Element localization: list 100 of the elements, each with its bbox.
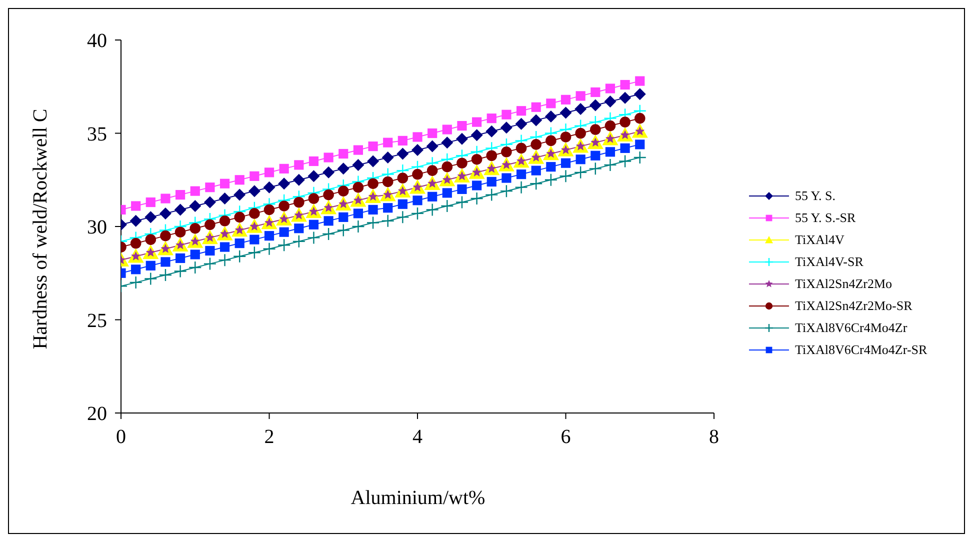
- point: [336, 224, 350, 237]
- point: [278, 178, 290, 190]
- legend-label: 55 Y. S.-SR: [795, 210, 856, 226]
- point: [576, 91, 586, 101]
- point: [590, 87, 600, 98]
- point: [160, 230, 171, 242]
- point: [530, 139, 542, 150]
- point: [174, 264, 187, 278]
- point: [516, 106, 526, 116]
- point: [590, 124, 601, 135]
- point: [502, 110, 512, 120]
- point: [412, 132, 422, 142]
- point: [590, 150, 600, 160]
- point: [308, 170, 320, 182]
- point: [514, 180, 528, 194]
- y-tick-label: 35: [87, 123, 107, 146]
- point: [160, 257, 170, 267]
- point: [324, 152, 334, 162]
- point: [189, 200, 202, 212]
- point: [279, 227, 289, 237]
- x-tick-label: 8: [709, 426, 719, 448]
- point: [486, 176, 496, 187]
- point: [381, 214, 394, 228]
- point: [485, 188, 498, 202]
- point: [158, 268, 172, 282]
- point: [619, 92, 632, 104]
- point: [278, 200, 290, 212]
- point: [501, 146, 512, 158]
- point: [455, 196, 469, 209]
- point: [426, 140, 438, 152]
- point: [515, 118, 528, 130]
- point: [634, 112, 646, 124]
- point: [634, 88, 646, 100]
- point: [176, 190, 186, 200]
- point: [160, 194, 170, 204]
- point: [502, 173, 512, 183]
- point: [205, 246, 215, 256]
- point: [575, 128, 586, 139]
- point: [456, 158, 468, 168]
- point: [457, 120, 467, 131]
- point: [234, 175, 244, 185]
- point: [352, 182, 364, 193]
- point: [442, 124, 452, 134]
- point: [544, 173, 558, 186]
- point: [426, 165, 438, 176]
- point: [398, 136, 408, 146]
- point: [338, 186, 349, 196]
- point: [308, 220, 319, 230]
- point: [588, 162, 602, 176]
- point: [560, 158, 571, 168]
- point: [176, 253, 186, 264]
- y-tick-label: 40: [87, 30, 107, 52]
- point: [559, 170, 572, 183]
- point: [218, 192, 231, 205]
- point: [500, 184, 514, 198]
- legend-label: TiXAl8V6Cr4Mo4Zr-SR: [795, 342, 928, 358]
- point: [353, 208, 363, 218]
- point: [470, 192, 484, 206]
- y-tick-label: 30: [87, 216, 107, 239]
- point: [250, 234, 260, 244]
- point: [234, 212, 245, 223]
- point: [472, 117, 482, 127]
- point: [130, 238, 142, 249]
- point: [620, 116, 630, 128]
- point: [352, 158, 364, 171]
- point: [428, 128, 438, 138]
- point: [323, 189, 334, 200]
- point: [531, 102, 541, 112]
- x-tick-label: 0: [116, 426, 126, 448]
- point: [307, 231, 320, 244]
- point: [531, 166, 541, 176]
- point: [410, 206, 424, 220]
- point: [292, 234, 306, 248]
- point: [605, 84, 616, 94]
- point: [604, 96, 616, 108]
- x-axis-title: Aluminium/wt%: [350, 487, 486, 510]
- point: [130, 214, 142, 227]
- point: [279, 164, 289, 174]
- point: [277, 238, 291, 252]
- point: [248, 185, 260, 198]
- point: [382, 151, 394, 164]
- point: [338, 148, 348, 159]
- point: [234, 188, 246, 201]
- point: [262, 242, 276, 256]
- point: [146, 197, 156, 208]
- point: [174, 226, 186, 238]
- point: [486, 125, 498, 138]
- point: [457, 184, 467, 194]
- point: [249, 208, 260, 219]
- point: [220, 178, 230, 188]
- point: [635, 76, 645, 86]
- point: [589, 99, 602, 112]
- point: [352, 220, 365, 234]
- x-tick-label: 6: [560, 426, 571, 448]
- point: [530, 114, 542, 126]
- x-tick-label: 4: [412, 426, 422, 448]
- point: [396, 210, 410, 224]
- point: [368, 178, 378, 190]
- point: [635, 140, 645, 150]
- point: [337, 162, 350, 175]
